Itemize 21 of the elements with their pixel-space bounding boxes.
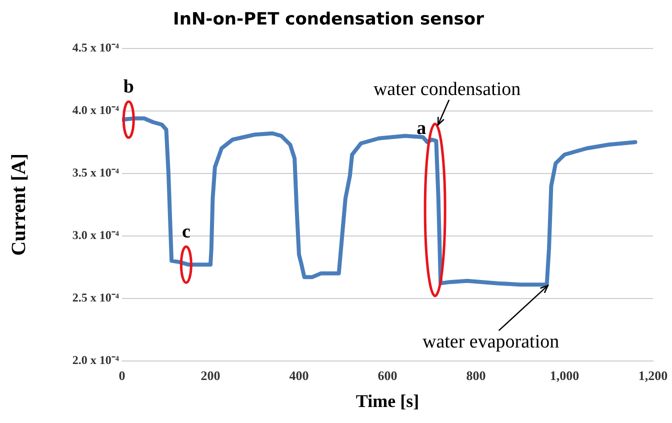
annotation: water condensation bbox=[373, 78, 522, 100]
x-tick-label: 800 bbox=[466, 368, 486, 383]
y-tick-label: 3.5 x 10⁻⁴ bbox=[72, 165, 120, 180]
annotation: water evaporation bbox=[422, 332, 560, 353]
x-tick-label: 400 bbox=[289, 368, 309, 383]
y-tick-label: 2.5 x 10⁻⁴ bbox=[72, 290, 120, 304]
y-tick-label: 3.0 x 10⁻⁴ bbox=[72, 228, 120, 242]
annotation: b bbox=[123, 76, 134, 98]
y-tick-label: 4.0 x 10⁻⁴ bbox=[72, 102, 120, 117]
x-tick-label: 600 bbox=[378, 368, 398, 383]
y-tick-label: 2.0 x 10⁻⁴ bbox=[72, 352, 120, 367]
x-tick-label: 0 bbox=[118, 368, 126, 383]
x-tick-label: 1,000 bbox=[550, 368, 580, 383]
annotation: a bbox=[416, 118, 427, 139]
x-tick-label: 200 bbox=[200, 368, 220, 383]
y-axis-title: Current [A] bbox=[8, 153, 30, 256]
annotation: c bbox=[182, 221, 190, 242]
x-tick-label: 1,200 bbox=[638, 368, 668, 383]
chart-title: InN-on-PET condensation sensor bbox=[173, 10, 485, 30]
y-tick-label: 4.5 x 10⁻⁴ bbox=[72, 40, 120, 54]
x-axis-title: Time [s] bbox=[356, 390, 420, 411]
